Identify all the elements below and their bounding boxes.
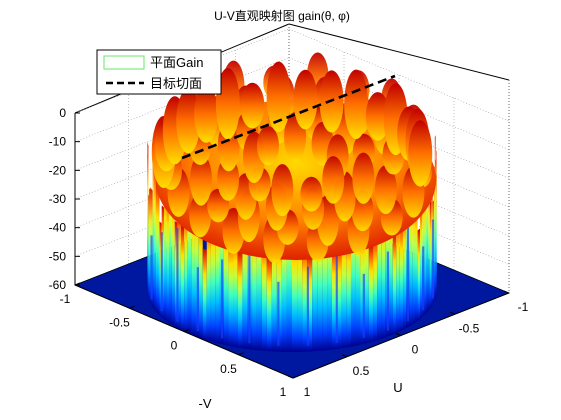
surface-wall-strip xyxy=(396,214,400,334)
surface-peak xyxy=(344,69,369,140)
surface-wall-strip xyxy=(373,232,378,342)
z-tick-label: -60 xyxy=(49,278,67,292)
surface-wall-strip xyxy=(149,187,151,303)
u-tick-label: 1 xyxy=(304,385,311,399)
surface-wall-strip xyxy=(261,236,267,352)
u-tick-label: -0.5 xyxy=(459,321,480,335)
u-tick-label: 0.5 xyxy=(353,364,370,378)
u-tick-mark xyxy=(395,333,402,336)
v-tick-mark xyxy=(74,282,81,286)
v-tick-mark xyxy=(238,352,244,356)
surface-peak xyxy=(374,165,397,215)
surface-wall-strip xyxy=(148,194,150,301)
surface-wall-strip xyxy=(233,228,238,348)
surface-wall-strip xyxy=(202,248,207,341)
v-tick-mark xyxy=(129,305,135,309)
z-tick-label: -20 xyxy=(49,163,67,177)
z-tick-label: -10 xyxy=(49,135,67,149)
surface-wall-strip xyxy=(154,159,156,312)
surface-wall-strip xyxy=(206,217,211,342)
surface-wall-strip xyxy=(155,178,158,314)
v-axis-label: -V xyxy=(199,396,212,411)
surface-wall-strip xyxy=(341,224,347,349)
surface-wall-strip xyxy=(163,177,167,321)
z-tick-label: -40 xyxy=(49,221,67,235)
surface-wall-strip xyxy=(420,197,423,320)
surface-wall-strip xyxy=(428,176,430,312)
legend-label-cut: 目标切面 xyxy=(150,76,202,91)
surface-wall-strip xyxy=(403,204,407,330)
surface-wall-strip xyxy=(166,185,170,323)
surface-wall-strip xyxy=(184,205,188,334)
surface-wall-strip xyxy=(198,210,203,339)
surface-peak xyxy=(271,164,294,217)
surface-peak xyxy=(293,69,318,130)
surface-peak xyxy=(266,61,291,133)
chart-title: U-V直观映射图 gain(θ, φ) xyxy=(214,8,350,23)
surface-wall-strip xyxy=(302,242,308,352)
surface-wall-strip xyxy=(266,255,272,352)
legend-swatch-surface xyxy=(103,55,145,70)
surface-wall-strip xyxy=(331,244,337,350)
surface-wall-strip xyxy=(434,135,436,301)
u-tick-label: -1 xyxy=(518,300,529,314)
surface-peak xyxy=(190,154,213,206)
v-tick-label: 1 xyxy=(280,385,287,399)
surface-wall-strip xyxy=(336,241,342,349)
surface-peak xyxy=(365,92,390,141)
gain-surface xyxy=(147,52,437,352)
u-tick-mark xyxy=(287,375,294,379)
legend-label-surface: 平面Gain xyxy=(150,55,203,70)
u-tick-mark xyxy=(341,354,348,358)
v-tick-mark xyxy=(183,329,190,332)
surface-peak xyxy=(215,68,240,140)
v-tick-mark xyxy=(292,375,299,379)
z-tick-label: -50 xyxy=(49,249,67,263)
surface-peak xyxy=(408,120,433,187)
target-cut-line xyxy=(181,74,396,160)
v-tick-label: 0.5 xyxy=(220,362,237,376)
surface-wall-strip xyxy=(368,243,374,343)
surface-peak xyxy=(322,156,345,204)
surface-wall-strip xyxy=(228,231,234,347)
surface-peak xyxy=(300,176,323,212)
v-tick-label: -0.5 xyxy=(109,315,130,329)
surface-wall-strip xyxy=(147,143,149,299)
surface-wall-strip xyxy=(177,208,181,330)
surface-peak xyxy=(256,125,279,166)
surface-peak xyxy=(194,85,219,143)
v-tick-label: -1 xyxy=(60,292,71,306)
legend: 平面Gain 目标切面 xyxy=(96,49,222,95)
surface-wall-strip xyxy=(346,228,351,348)
u-axis-label: U xyxy=(393,380,402,395)
surface-peak xyxy=(176,88,201,154)
u-tick-mark xyxy=(503,290,510,294)
surface-peak xyxy=(240,82,265,129)
surface-wall-strip xyxy=(429,200,432,310)
surface-wall-strip xyxy=(392,232,397,335)
z-tick-label: -30 xyxy=(49,192,67,206)
surface-wall-strip xyxy=(435,158,437,299)
surface-wall-strip xyxy=(180,225,185,332)
surface-wall-strip xyxy=(237,249,243,349)
surface-wall-strip xyxy=(414,192,418,323)
z-tick-label: 0 xyxy=(59,106,66,120)
surface-wall-strip xyxy=(152,143,155,310)
surface-wall-strip xyxy=(157,179,160,316)
v-tick-label: 0 xyxy=(171,339,178,353)
surface-wall-strip xyxy=(417,228,421,321)
surface-wall-strip xyxy=(399,217,404,332)
surface-peak xyxy=(189,193,212,238)
u-tick-mark xyxy=(449,311,456,315)
surface-peak xyxy=(352,152,375,204)
u-tick-label: 0 xyxy=(412,343,419,357)
grid-line-z xyxy=(288,28,510,122)
